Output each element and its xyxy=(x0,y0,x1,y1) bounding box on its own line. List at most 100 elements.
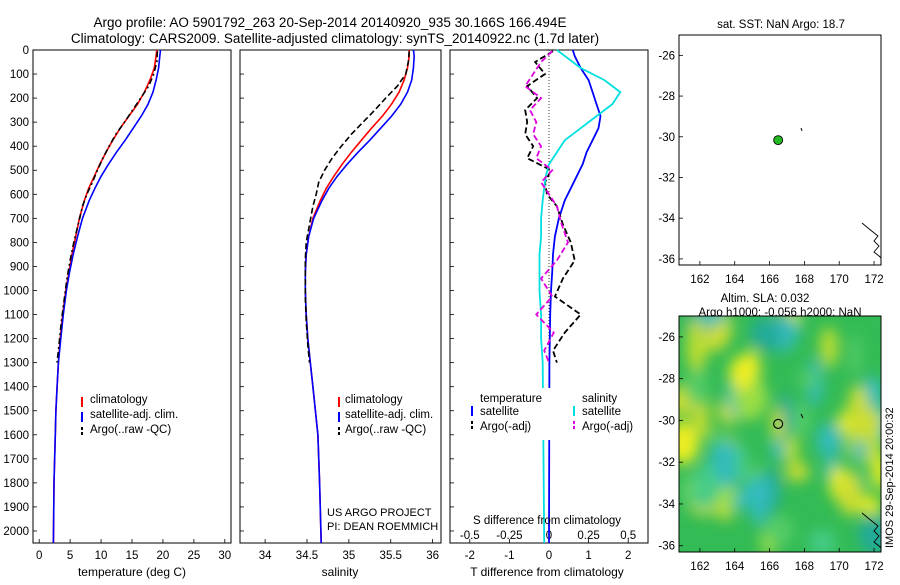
sla-anomaly-patch xyxy=(849,334,862,377)
sla-anomaly-patch xyxy=(819,326,839,368)
legend-background xyxy=(470,388,640,440)
sla-heatmap xyxy=(679,316,881,552)
salinity-tick-label: 35.5 xyxy=(380,550,402,562)
sla-anomaly-patch xyxy=(783,435,799,464)
temperature-tick-label: 25 xyxy=(187,550,200,562)
sla-anomaly-patch xyxy=(789,403,811,437)
longitude-tick-label: 166 xyxy=(760,274,779,286)
sst-map-ticks: 162 164 166 168 170 172 -26 -28 -30 -32 -34 -36 xyxy=(658,50,883,286)
salinity-tick-label: 35 xyxy=(342,550,355,562)
longitude-tick-label: 164 xyxy=(725,561,745,573)
sla-anomaly-patch xyxy=(686,326,708,373)
sla-anomaly-patch xyxy=(797,370,819,389)
s-difference-label: S difference from climatology xyxy=(473,515,621,527)
project-label: US ARGO PROJECT xyxy=(327,507,432,519)
sla-map-ticks: 162 164 166 168 170 172 -26 -28 -30 -32 -34 -36 xyxy=(658,332,883,573)
float-location-marker xyxy=(773,135,784,146)
legend-label-climatology: climatology xyxy=(90,394,148,406)
t-difference-tick-label: 2 xyxy=(625,550,631,562)
sla-anomaly-patch xyxy=(690,420,712,437)
longitude-tick-label: 170 xyxy=(830,561,849,573)
sla-anomaly-patch xyxy=(750,498,768,526)
difference-panel: -2 -1 0 1 2-0.5 -0.25 0 0.25 0.5 temperature sal… xyxy=(449,49,649,579)
salinity-frame xyxy=(239,49,442,544)
salinity-ticks: 34 34.5 35 35.5 36 xyxy=(240,49,439,562)
latitude-tick-label: -26 xyxy=(658,50,675,62)
depth-tick-label: 1400 xyxy=(3,382,29,394)
difference-series-line xyxy=(524,50,583,363)
temperature-lines xyxy=(52,49,162,544)
latitude-tick-label: -34 xyxy=(658,499,675,511)
sla-anomaly-patch xyxy=(808,529,836,552)
longitude-tick-label: 168 xyxy=(795,274,814,286)
difference-series-line xyxy=(523,50,569,363)
temperature-tick-label: 0 xyxy=(36,550,42,562)
temperature-series-line xyxy=(52,49,158,544)
salinity-legend: climatology satellite-adj. clim. Argo(..… xyxy=(338,394,433,437)
sla-anomaly-patch xyxy=(771,406,784,443)
longitude-tick-label: 162 xyxy=(690,274,709,286)
depth-tick-label: 2000 xyxy=(3,526,29,538)
latitude-tick-label: -32 xyxy=(658,172,675,184)
temperature-tick-label: 10 xyxy=(95,550,108,562)
depth-tick-label: 700 xyxy=(10,213,29,225)
difference-legend: temperature salinity satellite satellite… xyxy=(470,388,640,440)
t-difference-tick-label: 0 xyxy=(546,550,552,562)
temperature-panel: 0100200300400500600700800900100011001200… xyxy=(3,45,232,579)
depth-tick-label: 1500 xyxy=(3,406,29,418)
coast-fragment xyxy=(800,413,804,419)
depth-tick-label: 900 xyxy=(10,261,29,273)
sla-field xyxy=(679,316,881,552)
latitude-tick-label: -26 xyxy=(658,332,675,344)
temperature-tick-label: 20 xyxy=(157,550,170,562)
latitude-tick-label: -34 xyxy=(658,213,675,225)
temperature-series-line xyxy=(56,51,159,363)
depth-tick-label: 1800 xyxy=(3,478,29,490)
depth-tick-label: 200 xyxy=(10,93,29,105)
sla-anomaly-patch xyxy=(765,514,794,546)
sla-map-title1: Altim. SLA: 0.032 xyxy=(721,293,810,305)
legend-label-argo: Argo(..raw -QC) xyxy=(90,424,171,436)
t-difference-label: T difference from climatology xyxy=(470,565,624,579)
latitude-tick-label: -32 xyxy=(658,457,675,469)
s-difference-tick-label: -0.25 xyxy=(496,530,522,542)
depth-tick-label: 1900 xyxy=(3,502,29,514)
sla-anomaly-patch xyxy=(859,496,881,515)
sla-anomaly-patch xyxy=(729,356,754,391)
header-line1: Argo profile: AO 5901792_263 20-Sep-2014… xyxy=(94,15,567,30)
latitude-tick-label: -36 xyxy=(658,254,675,266)
salinity-series-line xyxy=(304,50,411,544)
sst-map-title: sat. SST: NaN Argo: 18.7 xyxy=(717,19,845,31)
sla-map-panel: Altim. SLA: 0.032 Argo h1000: -0.056 h20… xyxy=(658,293,896,573)
coastline-north-island xyxy=(861,512,881,549)
depth-tick-label: 100 xyxy=(10,69,29,81)
s-difference-tick-label: -0.5 xyxy=(460,530,480,542)
latitude-tick-label: -28 xyxy=(658,374,675,386)
sla-anomaly-patch xyxy=(849,385,868,410)
sla-anomaly-patch xyxy=(871,452,881,491)
salinity-lines xyxy=(304,49,416,544)
depth-tick-label: 400 xyxy=(10,141,29,153)
t-difference-tick-label: 1 xyxy=(585,550,591,562)
latitude-tick-label: -30 xyxy=(658,415,675,427)
legend-label-temp-argo: Argo(-adj) xyxy=(480,421,531,433)
sla-anomaly-patch xyxy=(742,477,774,510)
temperature-x-axis: 0 5 10 15 20 25 30 xyxy=(36,539,231,562)
depth-axis: 0 100 200 300 400 500 600 700 800 900 1000 1100 1200… xyxy=(3,45,37,538)
sla-anomaly-patch xyxy=(698,316,726,326)
difference-lines xyxy=(523,49,622,544)
latitude-tick-label: -36 xyxy=(658,541,675,553)
longitude-tick-label: 168 xyxy=(795,561,814,573)
pi-label: PI: DEAN ROEMMICH xyxy=(327,521,438,533)
temperature-series-line xyxy=(52,49,162,544)
latitude-tick-label: -30 xyxy=(658,132,675,144)
sla-anomaly-patch xyxy=(776,317,800,339)
legend-label-climatology: climatology xyxy=(345,394,403,406)
depth-tick-label: 800 xyxy=(10,237,29,249)
s-difference-tick-label: 0.25 xyxy=(577,530,599,542)
sla-anomaly-patch xyxy=(734,443,749,480)
s-difference-tick-label: 0.5 xyxy=(620,530,636,542)
temperature-tick-label: 30 xyxy=(218,550,231,562)
salinity-tick-label: 36 xyxy=(426,550,439,562)
legend-header-salinity: salinity xyxy=(582,393,617,405)
